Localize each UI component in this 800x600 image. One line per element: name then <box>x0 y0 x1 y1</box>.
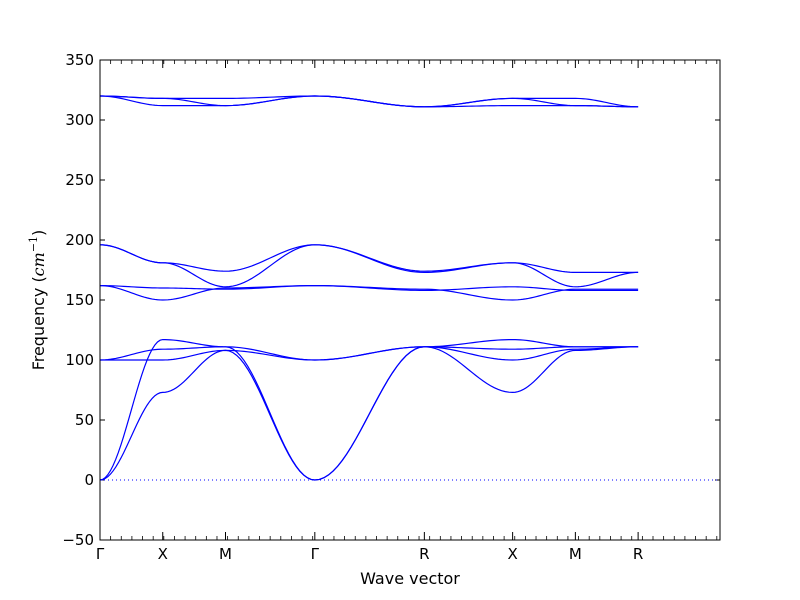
series-layer <box>99 95 639 481</box>
y-axis-label-close: ) <box>29 230 48 236</box>
y-tick-label: 100 <box>65 351 94 369</box>
ticks-layer <box>99 59 720 541</box>
labels-layer: −50 0 50 100 150 200 250 300 350 Γ X M Γ R X M R <box>62 51 643 563</box>
y-axis-label-unit-base: cm <box>29 252 48 276</box>
x-tick-label: X <box>507 545 517 563</box>
y-axis-label-main: Frequency ( <box>29 276 48 370</box>
y-tick-label: 350 <box>65 51 94 69</box>
phonon-branch <box>99 346 639 361</box>
x-tick-label: M <box>219 545 232 563</box>
phonon-branch <box>99 338 639 481</box>
y-tick-label: 250 <box>65 171 94 189</box>
x-axis-label: Wave vector <box>360 569 460 588</box>
x-tick-label: R <box>633 545 643 563</box>
phonon-branch <box>99 346 639 481</box>
y-tick-label: 200 <box>65 231 94 249</box>
y-tick-label: −50 <box>62 531 94 549</box>
y-axis-label-unit-exp: −1 <box>27 236 40 252</box>
y-tick-label: 0 <box>84 471 94 489</box>
x-tick-label: Γ <box>96 545 105 563</box>
x-tick-label: M <box>569 545 582 563</box>
phonon-branch <box>99 284 639 292</box>
y-tick-label: 50 <box>75 411 94 429</box>
x-tick-label: R <box>419 545 429 563</box>
y-tick-label: 150 <box>65 291 94 309</box>
y-tick-label: 300 <box>65 111 94 129</box>
plot-frame <box>99 59 721 541</box>
phonon-branch <box>99 244 639 288</box>
x-tick-label: Γ <box>311 545 320 563</box>
x-tick-label: X <box>158 545 168 563</box>
phonon-branch <box>99 244 639 273</box>
phonon-branch <box>99 95 639 108</box>
y-axis-label: Frequency (cm−1) <box>27 230 48 371</box>
